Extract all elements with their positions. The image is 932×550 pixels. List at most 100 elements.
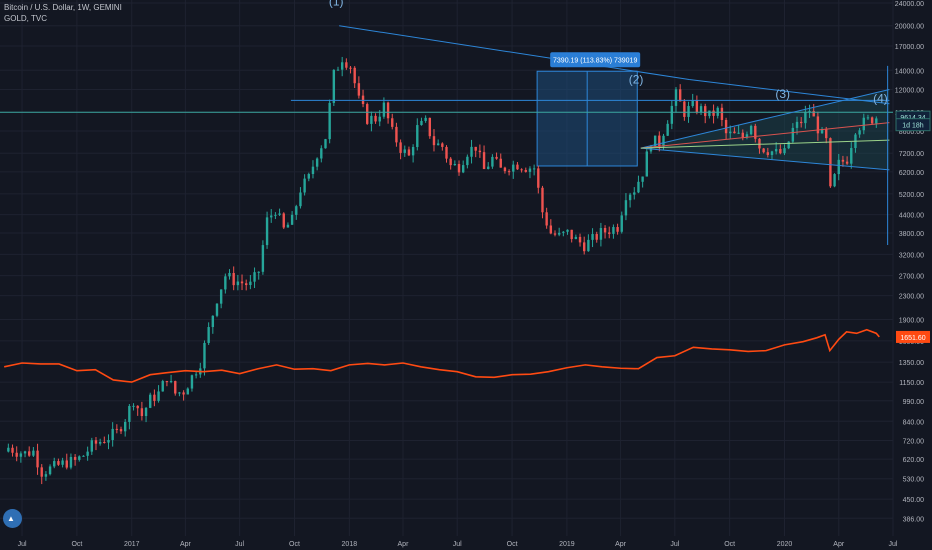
trend-line	[640, 122, 890, 149]
candle-body	[570, 229, 573, 240]
y-tick-label: 3200.00	[899, 252, 924, 259]
wave-label: (1)	[329, 0, 344, 9]
candle-body	[336, 69, 340, 71]
candle-body	[432, 136, 436, 146]
candle-body	[787, 141, 790, 149]
candle-body	[578, 236, 582, 243]
candle-body	[695, 100, 699, 113]
candle-body	[670, 105, 674, 124]
y-tick-label: 990.00	[903, 399, 925, 406]
wave-label: (4)	[873, 92, 888, 106]
candle-body	[545, 212, 548, 226]
candle-body	[236, 281, 240, 286]
tradingview-logo[interactable]: ▲	[3, 509, 22, 528]
candle-body	[265, 217, 269, 246]
candle-body	[270, 215, 273, 218]
candle-body	[870, 117, 874, 124]
candle-body	[82, 455, 85, 457]
candle-body	[219, 289, 223, 304]
y-tick-label: 6200.00	[899, 170, 924, 177]
candle-body	[845, 161, 849, 164]
gold-last-price-tag: 1651.60	[900, 335, 925, 342]
candle-body	[587, 239, 590, 252]
candle-body	[812, 111, 815, 117]
candle-body	[574, 236, 578, 240]
candle-body	[595, 234, 598, 240]
candle-body	[482, 152, 486, 170]
candle-body	[866, 117, 870, 119]
candle-body	[169, 381, 173, 383]
candle-body	[841, 159, 845, 162]
logo-icon: ▲	[7, 514, 15, 523]
candle-body	[858, 130, 861, 135]
candle-body	[537, 168, 540, 188]
trend-line	[640, 147, 890, 171]
candle-body	[211, 315, 215, 328]
candle-body	[562, 231, 565, 233]
candle-body	[428, 117, 432, 137]
candle-body	[666, 123, 669, 136]
candle-body	[86, 451, 89, 456]
x-tick-label: Oct	[507, 541, 518, 548]
candle-body	[641, 176, 644, 182]
candle-body	[320, 148, 323, 159]
y-tick-label: 4400.00	[899, 213, 924, 220]
y-tick-label: 2700.00	[899, 274, 924, 281]
candle-body	[157, 391, 160, 401]
candle-body	[174, 381, 177, 394]
candle-body	[549, 225, 553, 234]
candle-body	[32, 450, 35, 456]
candle-body	[69, 457, 73, 468]
y-tick-label: 720.00	[903, 439, 925, 446]
x-tick-label: Jul	[670, 541, 679, 548]
fan-area	[640, 89, 890, 170]
candle-body	[528, 168, 532, 172]
candle-body	[407, 149, 411, 156]
candle-body	[557, 232, 561, 235]
candle-body	[779, 149, 782, 154]
candle-body	[73, 457, 77, 460]
candle-body	[386, 102, 390, 119]
candle-body	[136, 405, 139, 409]
candle-body	[820, 129, 824, 134]
candle-body	[424, 117, 427, 121]
candle-body	[324, 139, 327, 149]
candle-body	[215, 303, 219, 316]
candle-body	[132, 405, 135, 407]
candle-body	[361, 95, 365, 105]
candle-body	[491, 156, 494, 167]
y-tick-label: 20000.00	[895, 24, 924, 31]
y-tick-label: 5200.00	[899, 192, 924, 199]
candle-body	[53, 461, 56, 467]
candle-body	[370, 115, 373, 124]
countdown-tag: 1d 18h	[902, 123, 924, 130]
candle-body	[295, 206, 298, 215]
candle-body	[745, 134, 749, 138]
candle-body	[478, 150, 482, 153]
candle-body	[783, 148, 786, 154]
candle-body	[453, 163, 457, 166]
candle-body	[382, 102, 386, 117]
candle-body	[257, 271, 260, 273]
y-tick-label: 17000.00	[895, 44, 924, 51]
candle-body	[653, 135, 657, 147]
candle-body	[837, 159, 840, 175]
overlay-symbol: GOLD, TVC	[4, 14, 47, 23]
candle-body	[186, 388, 189, 395]
candle-body	[495, 156, 498, 159]
candle-body	[90, 440, 94, 452]
candle-body	[123, 421, 127, 432]
candle-body	[224, 276, 227, 290]
candle-body	[603, 227, 607, 233]
x-tick-label: Apr	[615, 541, 627, 548]
x-tick-label: 2017	[124, 541, 140, 548]
x-tick-label: Apr	[398, 541, 410, 548]
x-tick-label: Jul	[889, 541, 898, 548]
candle-body	[340, 62, 344, 70]
candle-body	[758, 138, 761, 149]
x-tick-label: 2018	[342, 541, 358, 548]
gold-last-price-tag-box	[896, 330, 930, 343]
candle-body	[261, 245, 265, 272]
